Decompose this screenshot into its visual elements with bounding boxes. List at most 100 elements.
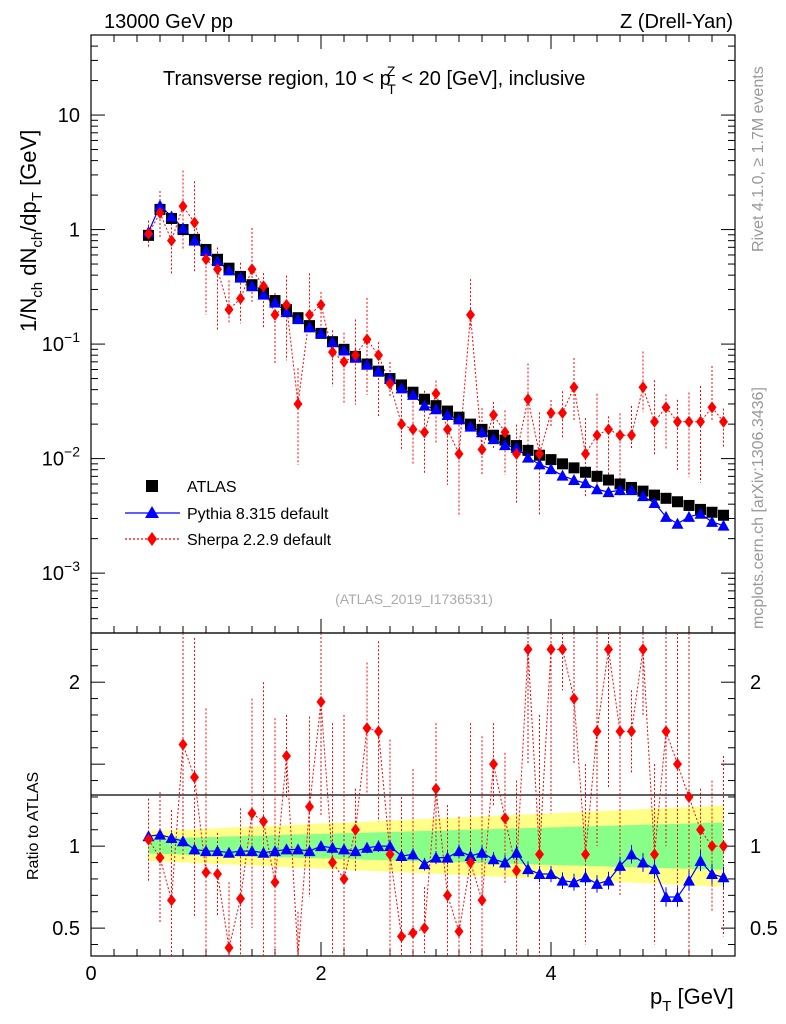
pythia-ratio-point [441, 851, 454, 863]
sherpa-point [293, 397, 303, 410]
pythia-point [499, 439, 511, 451]
sherpa-ratio-point [167, 894, 176, 907]
pythia-ratio-point [303, 845, 316, 857]
y-tick-label-ratio: 1 [69, 836, 80, 858]
pythia-ratio-point [476, 846, 488, 858]
sherpa-point [270, 308, 280, 321]
sherpa-ratio-point [247, 807, 257, 820]
x-tick-label: 2 [315, 963, 326, 985]
pythia-point [476, 426, 488, 438]
sherpa-ratio-point [351, 823, 360, 836]
plot-subtitle: Transverse region, 10 < pZ T < 20 [GeV], … [163, 63, 585, 97]
atlas-point [718, 509, 729, 521]
pythia-point [487, 433, 500, 445]
sherpa-point [684, 415, 694, 428]
sherpa-ratio-point [592, 725, 602, 738]
sherpa-point [546, 407, 556, 420]
sherpa-point [351, 349, 360, 362]
pythia-point [315, 327, 327, 339]
pythia-point [188, 234, 201, 246]
sherpa-point [661, 401, 671, 414]
y-tick-label-main: 1 [69, 220, 80, 242]
sherpa-ratio-point [615, 725, 625, 738]
sherpa-ratio-point [443, 889, 452, 902]
sherpa-ratio-point [155, 851, 165, 864]
sherpa-ratio-point [512, 864, 521, 877]
sherpa-ratio-point [546, 643, 556, 656]
pythia-ratio-point [177, 835, 189, 847]
y-axis-label-main: 1/Nch dNch/dpT [GeV] [16, 130, 46, 332]
x-tick-label: 4 [545, 963, 556, 985]
sherpa-point [190, 216, 199, 229]
pythia-ratio-point [522, 863, 534, 875]
sherpa-ratio-point [316, 695, 326, 708]
sherpa-ratio-point [270, 876, 280, 889]
sherpa-ratio-point [661, 725, 671, 738]
pythia-point [430, 403, 442, 415]
pythia-ratio-point [556, 874, 569, 886]
pythia-point [464, 420, 477, 432]
sherpa-ratio-point [385, 848, 395, 861]
pythia-point [591, 483, 603, 495]
sherpa-ratio-point [213, 868, 222, 881]
pythia-ratio-point [154, 828, 166, 840]
pythia-line [147, 204, 724, 527]
sherpa-point [477, 443, 487, 456]
sherpa-ratio-point [190, 771, 199, 784]
pythia-ratio-point [602, 874, 615, 886]
sherpa-point [213, 263, 222, 276]
sherpa-point [592, 429, 602, 442]
sherpa-ratio-point [673, 758, 682, 771]
pythia-ratio-point [499, 856, 511, 868]
pythia-point [556, 469, 569, 481]
sherpa-point [638, 381, 648, 394]
sherpa-point [374, 349, 383, 362]
pythia-ratio-point [246, 845, 258, 857]
legend-marker-pythia [145, 506, 159, 518]
sherpa-ratio-point [638, 643, 648, 656]
pythia-ratio-point [464, 849, 477, 861]
pythia-ratio-point [717, 871, 730, 883]
atlas-point [649, 489, 660, 501]
sherpa-point [431, 387, 441, 400]
sherpa-point [489, 409, 498, 422]
pythia-point [683, 510, 695, 522]
pythia-point [372, 365, 385, 377]
sherpa-ratio-point [500, 812, 510, 825]
sherpa-ratio-point [144, 833, 153, 846]
sherpa-point [581, 447, 590, 460]
atlas-point [614, 478, 626, 490]
sherpa-point [167, 234, 176, 247]
sherpa-point [362, 333, 372, 346]
sherpa-ratio-point [466, 856, 475, 869]
sherpa-ratio-point [420, 922, 429, 935]
sherpa-ratio-point [581, 848, 590, 861]
pythia-point [154, 199, 166, 211]
sherpa-point [339, 355, 349, 368]
pythia-point [257, 288, 270, 300]
atlas-point [545, 454, 557, 466]
y-tick-label-main: 10−2 [42, 444, 80, 471]
x-tick-label: 0 [85, 963, 96, 985]
pythia-ratio-point [349, 845, 362, 857]
atlas-point [419, 393, 430, 405]
atlas-point [603, 474, 614, 486]
sherpa-point [316, 298, 326, 311]
pythia-point [545, 463, 557, 475]
atlas-point [580, 466, 591, 478]
sherpa-point [385, 377, 395, 390]
sherpa-ratio-point [569, 692, 579, 705]
sherpa-ratio-point [224, 941, 234, 954]
pythia-ratio-point [234, 845, 247, 857]
ratio-band-stat [148, 822, 724, 870]
sherpa-point [144, 227, 153, 240]
pythia-ratio-point [223, 846, 235, 858]
x-axis-label: pT [GeV] [650, 984, 734, 1015]
sherpa-ratio-point [477, 894, 487, 907]
sherpa-ratio-point [489, 758, 498, 771]
pythia-ratio-point [326, 841, 339, 853]
sherpa-point [512, 447, 521, 460]
y-tick-label-ratio: 0.5 [52, 918, 80, 940]
pythia-point [522, 451, 534, 463]
atlas-point [557, 458, 568, 470]
